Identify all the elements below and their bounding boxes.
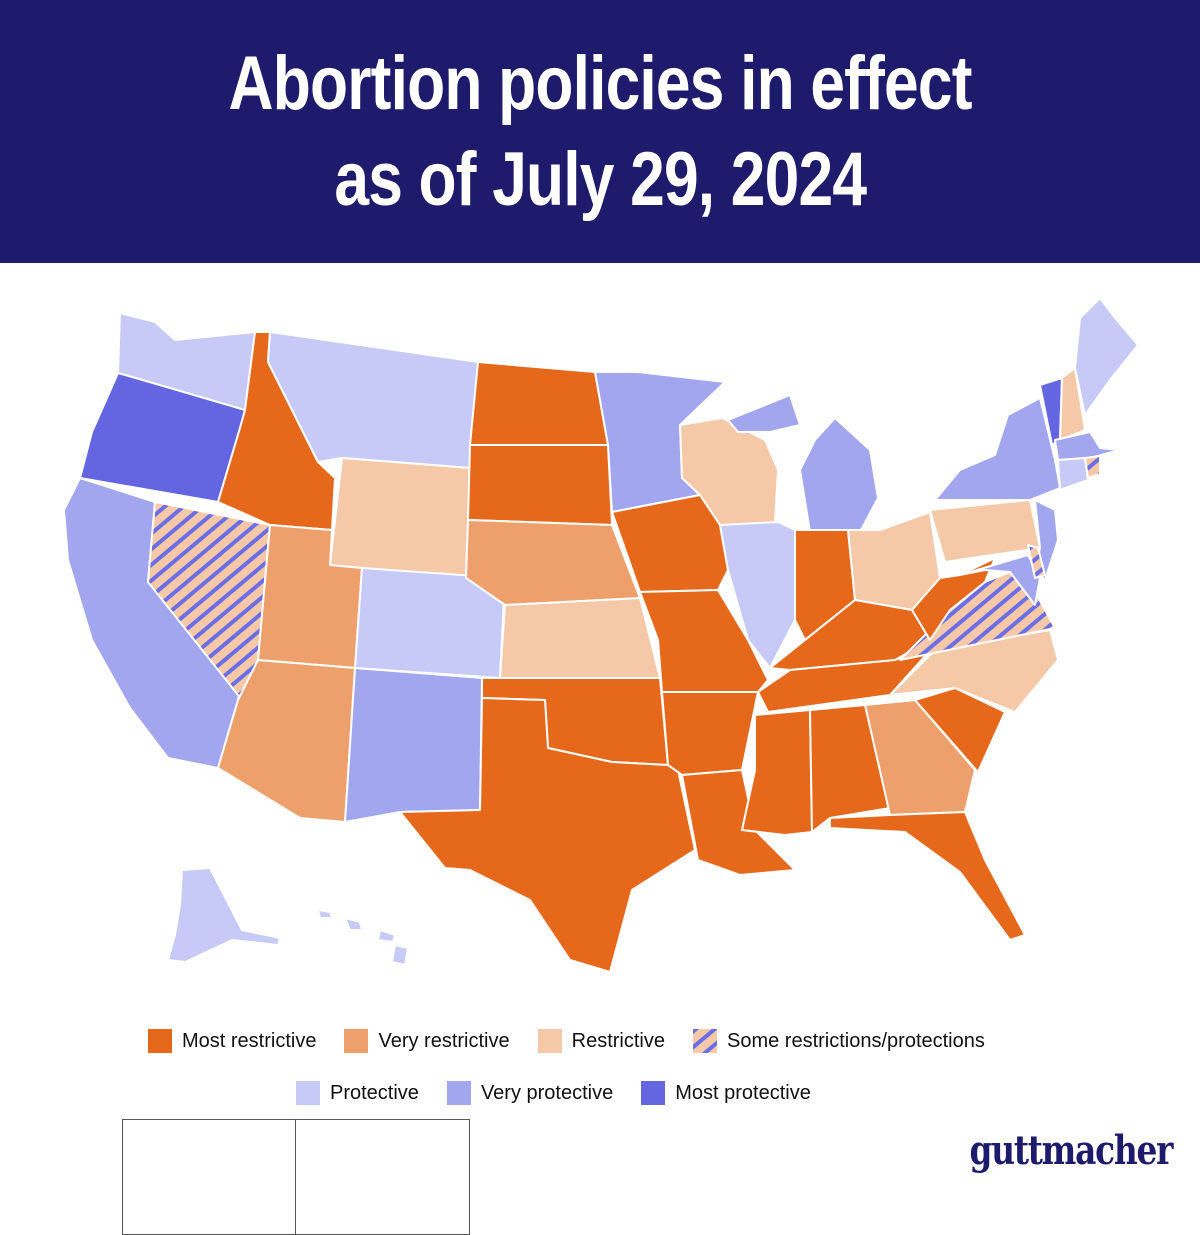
state-il bbox=[719, 521, 796, 669]
state-la bbox=[681, 769, 796, 876]
state-me bbox=[1074, 297, 1139, 416]
legend-label: Restrictive bbox=[571, 1029, 665, 1052]
legend-item-some-restrictions-protections: Some restrictions/protections bbox=[692, 1029, 985, 1053]
legend-item-very-protective: Very protective bbox=[446, 1081, 614, 1105]
state-ri bbox=[1084, 455, 1101, 479]
state-sd bbox=[467, 444, 613, 526]
hawaii-inset-frame bbox=[295, 1119, 470, 1235]
state-wy bbox=[329, 457, 471, 579]
state-ne bbox=[465, 519, 641, 606]
legend-label: Protective bbox=[330, 1081, 419, 1104]
state-pa bbox=[929, 499, 1041, 563]
state-ny bbox=[934, 397, 1061, 501]
state-nh bbox=[1059, 367, 1086, 441]
title-line-1: Abortion policies in effect bbox=[228, 40, 972, 126]
legend-label: Some restrictions/protections bbox=[726, 1029, 985, 1052]
legend-label: Most protective bbox=[675, 1081, 811, 1104]
swatch-protective bbox=[296, 1081, 320, 1105]
legend-item-restrictive: Restrictive bbox=[537, 1029, 665, 1053]
state-ak bbox=[167, 867, 281, 963]
swatch-very-protective bbox=[446, 1081, 471, 1105]
state-tx bbox=[399, 697, 696, 973]
state-ks bbox=[499, 597, 661, 679]
state-nd bbox=[469, 361, 609, 446]
legend-label: Very restrictive bbox=[378, 1029, 510, 1052]
us-map bbox=[63, 297, 1139, 973]
state-fl bbox=[829, 811, 1026, 941]
state-ct bbox=[1057, 457, 1089, 491]
legend-item-protective: Protective bbox=[296, 1081, 419, 1105]
swatch-some-restrictions-protections bbox=[692, 1029, 717, 1053]
swatch-very-restrictive bbox=[344, 1029, 369, 1053]
alaska-inset-frame bbox=[122, 1119, 296, 1235]
state-mo bbox=[639, 589, 769, 693]
title-line-2: as of July 29, 2024 bbox=[334, 136, 867, 222]
legend-item-most-restrictive: Most restrictive bbox=[148, 1029, 316, 1053]
legend-item-most-protective: Most protective bbox=[641, 1081, 811, 1105]
state-ar bbox=[661, 691, 759, 776]
state-ms bbox=[741, 709, 813, 836]
state-mi bbox=[727, 394, 879, 533]
swatch-restrictive bbox=[537, 1029, 562, 1053]
state-md bbox=[959, 554, 1041, 606]
legend-label: Most restrictive bbox=[182, 1029, 317, 1052]
swatch-most-restrictive bbox=[148, 1029, 172, 1053]
legend-row-2: Protective Very protective Most protecti… bbox=[296, 1081, 839, 1105]
state-de bbox=[1027, 544, 1046, 579]
state-ga bbox=[864, 699, 976, 816]
legend-label: Very protective bbox=[480, 1081, 614, 1104]
state-nm bbox=[344, 667, 483, 823]
guttmacher-logo[interactable]: guttmacher bbox=[969, 1127, 1173, 1174]
state-al bbox=[809, 704, 891, 833]
legend-row-1: Most restrictive Very restrictive Restri… bbox=[148, 1029, 1013, 1053]
title-banner: Abortion policies in effect as of July 2… bbox=[0, 0, 1200, 263]
state-sc bbox=[914, 687, 1006, 773]
swatch-most-protective bbox=[641, 1081, 666, 1105]
state-hi bbox=[317, 909, 409, 966]
map-area bbox=[0, 263, 1200, 1235]
legend-item-very-restrictive: Very restrictive bbox=[344, 1029, 510, 1053]
